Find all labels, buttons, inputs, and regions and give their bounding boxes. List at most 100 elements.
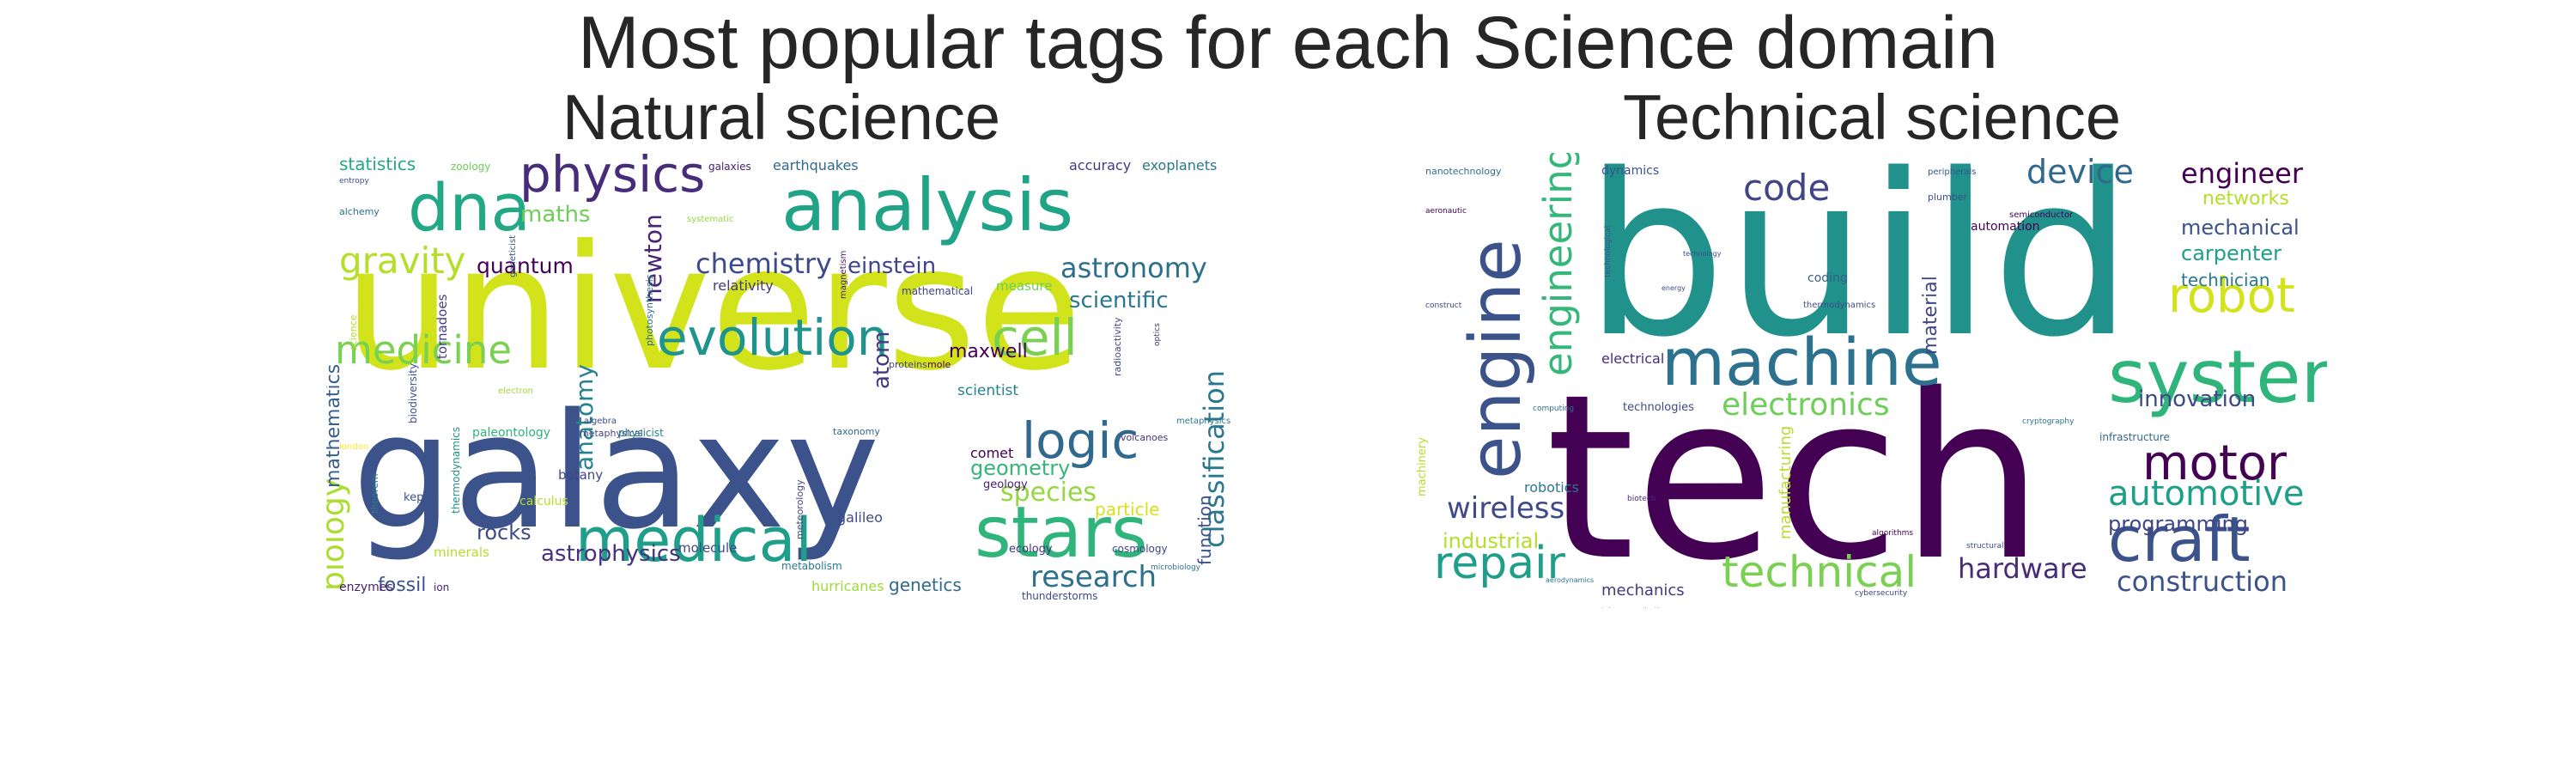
word-science: science [348, 314, 359, 350]
word-ecology: ecology [1009, 543, 1053, 556]
word-astronomy: astronomy [1060, 252, 1207, 284]
figure-title: Most popular tags for each Science domai… [577, 2, 1999, 84]
word-engine: engine [1455, 239, 1537, 479]
word-paleontology: paleontology [472, 426, 550, 440]
word-microbiology: microbiology [1151, 563, 1201, 572]
word-newton: newton [639, 214, 667, 303]
word-radioactivity: radioactivity [1112, 317, 1123, 376]
word-geometry: geometry [970, 456, 1070, 480]
word-comet: comet [970, 445, 1013, 461]
word-molecule: molecule [678, 540, 737, 556]
word-mechanics: mechanics [1601, 581, 1685, 600]
word-mathematics: mathematics [326, 364, 344, 488]
word-build: build [1584, 153, 2133, 386]
word-algorithms: algorithms [1872, 529, 1913, 538]
word-proteins: proteins [889, 359, 927, 370]
word-astrophysics: astrophysics [541, 541, 681, 567]
word-electronics: electronics [1722, 387, 1890, 423]
word-device: device [2026, 153, 2134, 191]
word-coding: coding [1807, 271, 1848, 285]
word-thunderstorms: thunderstorms [1022, 590, 1097, 602]
word-manufacturing: manufacturing [1777, 426, 1795, 539]
word-electron: electron [498, 386, 533, 396]
word-technician: technician [2181, 270, 2270, 290]
word-telecommunications: telecommunications [1601, 606, 1671, 608]
panel-title-technical-science: Technical science [1623, 82, 2121, 153]
word-statistics: statistics [339, 154, 416, 174]
word-aerodynamics: aerodynamics [1546, 576, 1594, 584]
word-earthquakes: earthquakes [773, 157, 859, 173]
word-exoplanets: exoplanets [1142, 157, 1217, 173]
word-universe: universe [343, 209, 1082, 409]
word-kepler: kepler [404, 491, 439, 504]
word-zoology: zoology [451, 161, 490, 173]
word-motor: motor [2142, 435, 2287, 491]
word-maths: maths [520, 202, 590, 228]
word-gravity: gravity [339, 240, 466, 282]
word-nanotechnology: nanotechnology [1425, 166, 1502, 177]
word-geneticist: geneticist [508, 235, 518, 277]
word-cell: cell [992, 308, 1078, 367]
word-robot: robot [2168, 268, 2295, 324]
word-logic: logic [1022, 411, 1139, 470]
word-anatomy: anatomy [570, 364, 598, 471]
word-particle: particle [1095, 499, 1159, 520]
word-mole: mole [927, 359, 951, 370]
word-technologies: technologies [1623, 401, 1694, 414]
word-physics: physics [519, 153, 705, 204]
word-metaphysics: metaphysics [1176, 417, 1230, 426]
word-hardware: hardware [1958, 552, 2087, 585]
word-peripherals: peripherals [1928, 167, 1976, 177]
word-galaxy: galaxy [352, 379, 880, 564]
word-construction: construction [2117, 565, 2287, 598]
word-medical: medical [575, 505, 812, 575]
word-material: material [1920, 276, 1941, 355]
word-atom: atom [869, 332, 895, 389]
word-wireless: wireless [1447, 491, 1564, 526]
word-metaphysical: metaphysical [580, 428, 643, 439]
word-metabolism: metabolism [781, 560, 842, 572]
word-engineering: engineering [1535, 153, 1581, 376]
word-electrical: electrical [1601, 350, 1664, 367]
word-physicist: physicist [618, 427, 664, 439]
word-chemistry: chemistry [696, 247, 832, 280]
word-carpenter: carpenter [2181, 241, 2281, 265]
word-stars: stars [975, 492, 1148, 574]
word-technology: technology [1683, 250, 1722, 258]
panel-title-natural-science: Natural science [562, 82, 1000, 153]
word-tornadoes: tornadoes [434, 294, 450, 359]
word-scientist: scientist [957, 382, 1018, 399]
word-photosynthesis: photosynthesis [644, 274, 655, 346]
word-robotics: robotics [1524, 479, 1579, 496]
word-infrastructure: infrastructure [2099, 431, 2170, 443]
word-hurricanes: hurricanes [811, 578, 884, 594]
word-relativity: relativity [713, 277, 774, 294]
word-programming: programming [2108, 512, 2248, 536]
word-classification: classification [1198, 370, 1230, 548]
word-optics: optics [1153, 323, 1162, 346]
word-repair: repair [1434, 538, 1566, 589]
word-dna: dna [408, 169, 531, 246]
word-measure: measure [996, 278, 1052, 294]
word-species: species [1000, 478, 1097, 508]
word-magnetism: magnetism [839, 251, 848, 299]
word-quantum: quantum [477, 253, 574, 278]
word-cloud-natural-science: universe galaxy analysis evolution dna physic… [326, 153, 1236, 608]
word-networks: networks [2202, 188, 2289, 210]
word-maxwell: maxwell [949, 341, 1028, 362]
word-plumber: plumber [1928, 192, 1967, 203]
word-system: system [2108, 335, 2327, 420]
word-botany: botany [558, 467, 603, 483]
word-biotech: biotech [1627, 495, 1656, 503]
word-cryptography: cryptography [2022, 417, 2075, 426]
word-systematic: systematic [687, 215, 733, 224]
word-computing: computing [1533, 405, 1574, 413]
word-energy: energy [1662, 284, 1686, 292]
word-accuracy: accuracy [1069, 157, 1131, 173]
word-alchemy: alchemy [339, 206, 380, 217]
word-aeronautic: aeronautic [1425, 207, 1467, 216]
word-technological: technological [1604, 226, 1613, 277]
word-biology: biology [326, 478, 351, 591]
